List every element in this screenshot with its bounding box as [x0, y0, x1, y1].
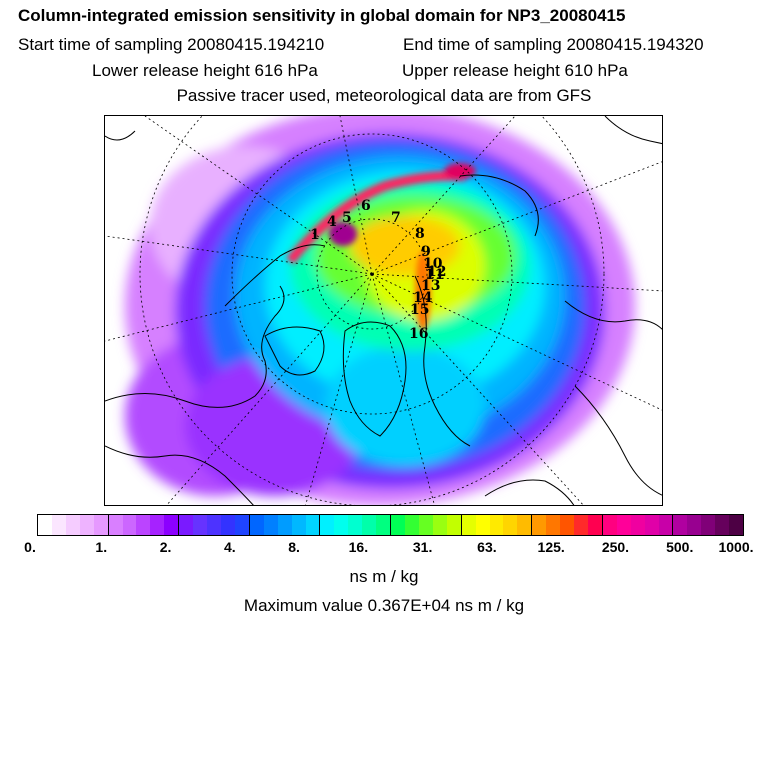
colorbar-swatch	[263, 515, 278, 535]
colorbar-tick-label: 16.	[348, 539, 369, 555]
tracer-note: Passive tracer used, meteorological data…	[176, 86, 592, 105]
colorbar-tick-label: 1000.	[718, 539, 754, 555]
colorbar-swatch	[729, 515, 744, 535]
point-label: 15	[410, 302, 429, 318]
colorbar-swatch	[93, 515, 109, 535]
colorbar-swatch	[546, 515, 561, 535]
high-sensitivity-track	[286, 163, 476, 331]
colorbar-swatch	[234, 515, 250, 535]
colorbar-swatch	[291, 515, 306, 535]
colorbar-tick-label: 8.	[288, 539, 300, 555]
colorbar-swatch	[305, 515, 321, 535]
colorbar	[37, 514, 744, 536]
colorbar-swatch	[560, 515, 575, 535]
colorbar-tick-label: 125.	[537, 539, 565, 555]
colorbar-swatch	[673, 515, 688, 535]
point-label: 1	[310, 227, 320, 243]
colorbar-swatch	[320, 515, 335, 535]
polar-map: 1 4 5 6 7 8 9 10 11 12 13 14 15 16	[104, 115, 663, 506]
point-label: 16	[409, 326, 428, 342]
coastlines	[105, 116, 662, 505]
colorbar-swatch	[715, 515, 730, 535]
colorbar-tick-label: 4.	[223, 539, 236, 555]
plot-title: Column-integrated emission sensitivity i…	[18, 6, 626, 25]
colorbar-tick-label: 2.	[159, 539, 172, 555]
colorbar-swatch	[193, 515, 208, 535]
colorbar-swatch	[220, 515, 235, 535]
colorbar-swatch	[207, 515, 221, 535]
colorbar-tick-label: 250.	[601, 539, 630, 555]
colorbar-tick-label: 1.	[95, 539, 108, 555]
colorbar-swatch	[108, 515, 123, 535]
colorbar-tick-label: 0.	[24, 539, 36, 555]
point-label: 11	[425, 267, 444, 283]
colorbar-swatch	[616, 515, 631, 535]
colorbar-swatch	[277, 515, 292, 535]
colorbar-swatch	[38, 515, 52, 535]
colorbar-swatch	[630, 515, 645, 535]
colorbar-swatch	[362, 515, 377, 535]
point-label: 9	[421, 244, 431, 260]
point-label: 7	[391, 210, 401, 226]
colorbar-swatch	[65, 515, 80, 535]
colorbar-swatch	[432, 515, 447, 535]
colorbar-swatch	[517, 515, 533, 535]
colorbar-swatch	[687, 515, 702, 535]
map-canvas: 1 4 5 6 7 8 9 10 11 12 13 14 15 16	[105, 116, 662, 505]
point-label: 12	[427, 264, 446, 280]
colorbar-swatch	[79, 515, 94, 535]
colorbar-swatch	[150, 515, 165, 535]
colorbar-swatch	[701, 515, 716, 535]
colorbar-swatch	[418, 515, 433, 535]
colorbar-swatch	[136, 515, 151, 535]
end-time-label: End time of sampling 20080415.194320	[403, 35, 704, 54]
colorbar-swatch	[461, 515, 476, 535]
trajectory-labels: 1 4 5 6 7 8 9 10 11 12 13 14 15 16	[310, 198, 446, 342]
colorbar-swatch	[51, 515, 66, 535]
sensitivity-field	[125, 116, 635, 505]
point-label: 6	[361, 198, 371, 214]
colorbar-swatch	[489, 515, 504, 535]
point-label: 4	[327, 214, 337, 230]
maximum-value-label: Maximum value 0.367E+04 ns m / kg	[243, 596, 525, 615]
colorbar-swatch	[348, 515, 363, 535]
colorbar-tick-label: 500.	[666, 539, 694, 555]
colorbar-tick-label: 63.	[477, 539, 497, 555]
colorbar-swatch	[532, 515, 547, 535]
point-label: 8	[415, 226, 425, 242]
colorbar-swatch	[376, 515, 392, 535]
colorbar-swatch	[249, 515, 264, 535]
lower-release-label: Lower release height 616 hPa	[92, 61, 318, 80]
point-label: 13	[421, 278, 440, 294]
start-time-label: Start time of sampling 20080415.194210	[18, 35, 325, 54]
upper-release-label: Upper release height 610 hPa	[402, 61, 628, 80]
colorbar-tick-label: 31.	[412, 539, 433, 555]
colorbar-swatch	[179, 515, 194, 535]
point-label: 5	[342, 210, 352, 226]
colorbar-swatch	[164, 515, 180, 535]
colorbar-units: ns m / kg	[349, 567, 419, 586]
point-label: 10	[423, 256, 443, 272]
colorbar-swatch	[587, 515, 603, 535]
colorbar-swatch	[391, 515, 405, 535]
colorbar-swatch	[602, 515, 617, 535]
colorbar-swatch	[644, 515, 659, 535]
colorbar-swatch	[122, 515, 137, 535]
colorbar-swatch	[574, 515, 588, 535]
colorbar-swatch	[475, 515, 490, 535]
colorbar-swatch	[503, 515, 518, 535]
point-label: 14	[413, 290, 433, 306]
colorbar-swatch	[658, 515, 674, 535]
colorbar-swatch	[404, 515, 419, 535]
colorbar-swatch	[446, 515, 462, 535]
colorbar-swatch	[334, 515, 349, 535]
